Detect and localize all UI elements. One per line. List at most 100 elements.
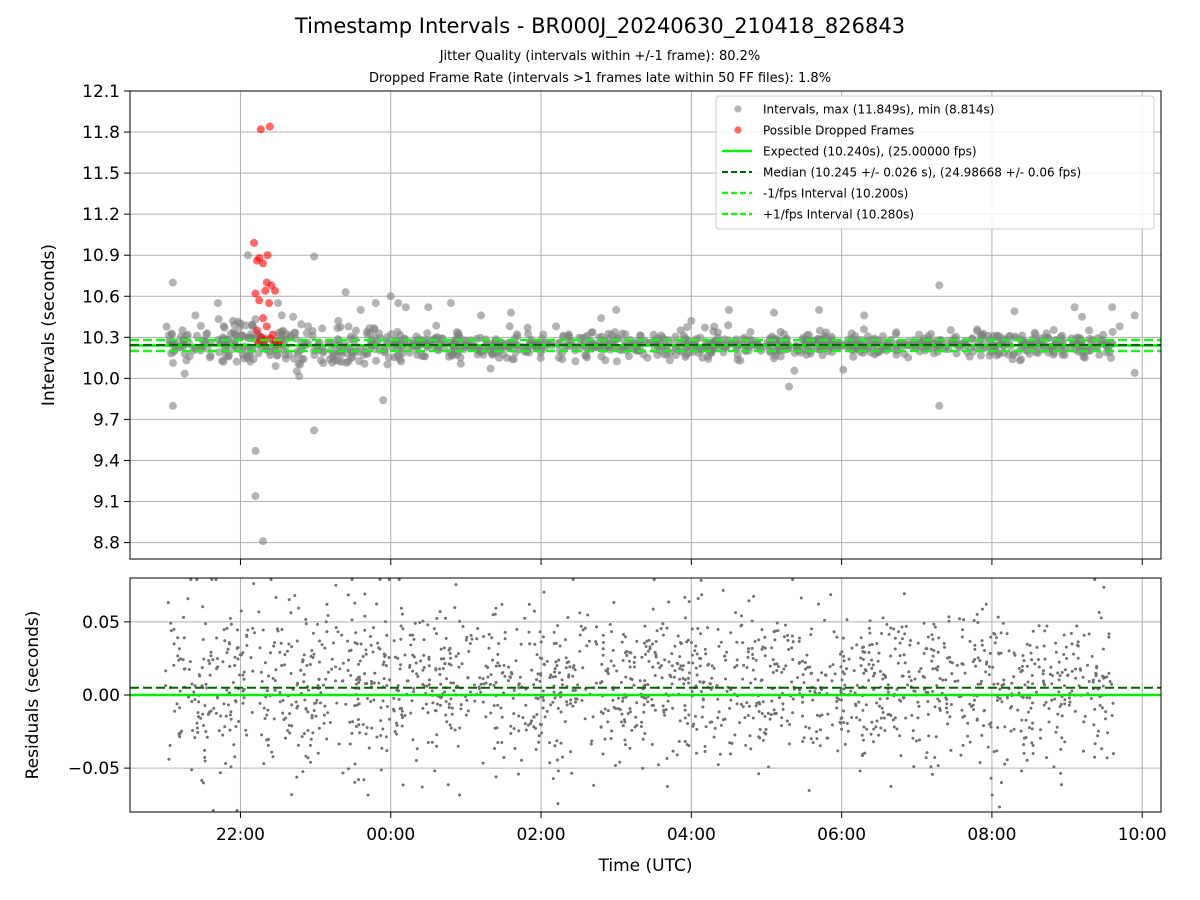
residual-point <box>424 702 428 706</box>
residual-point <box>311 655 315 659</box>
residual-point <box>539 640 543 644</box>
dropped-frame-point <box>263 251 272 260</box>
residual-point <box>196 715 200 719</box>
interval-point-outlier <box>277 311 286 320</box>
residual-point <box>1076 656 1080 660</box>
residual-point <box>205 735 209 739</box>
residual-point <box>900 637 904 641</box>
residual-point <box>719 723 723 727</box>
residual-point <box>314 714 318 718</box>
residual-point <box>643 679 647 683</box>
residual-point <box>880 632 884 636</box>
residual-point <box>539 673 543 677</box>
interval-point <box>713 328 722 337</box>
residual-point <box>820 671 824 675</box>
residual-point <box>377 681 381 685</box>
residual-point <box>689 641 693 645</box>
residual-point <box>574 697 578 701</box>
residual-point <box>623 635 627 639</box>
residual-point <box>259 670 263 674</box>
bottom-reference-lines <box>130 686 1161 697</box>
residual-point <box>583 717 587 721</box>
residual-point <box>1042 703 1046 707</box>
interval-point-outlier <box>724 305 733 314</box>
residual-point <box>1099 616 1103 620</box>
residual-point <box>919 667 923 671</box>
residual-point <box>363 614 367 618</box>
residual-point <box>365 725 369 729</box>
residual-point <box>252 582 256 586</box>
residual-point <box>1074 667 1078 671</box>
residual-point <box>400 713 404 717</box>
residual-point <box>620 720 624 724</box>
residual-point <box>700 715 704 719</box>
residual-point <box>1050 682 1054 686</box>
residual-point <box>432 627 436 631</box>
residual-point <box>551 700 555 704</box>
interval-point <box>976 351 985 360</box>
residual-point <box>290 724 294 728</box>
residual-point <box>579 624 583 628</box>
chart-subtitle-dropped: Dropped Frame Rate (intervals >1 frames … <box>368 71 832 86</box>
residual-point <box>381 727 385 731</box>
residual-point <box>241 701 245 705</box>
interval-point-outlier <box>379 396 388 405</box>
residual-point <box>178 689 182 693</box>
residual-point <box>528 642 532 646</box>
residual-point <box>620 640 624 644</box>
interval-point-outlier <box>213 299 222 308</box>
residual-point <box>829 593 833 597</box>
residual-point <box>835 700 839 704</box>
residual-point <box>698 664 702 668</box>
residual-point <box>944 696 948 700</box>
residual-point <box>838 720 842 724</box>
residual-point <box>214 577 218 581</box>
residual-point <box>775 669 779 673</box>
residual-point <box>933 705 937 709</box>
residual-point <box>177 658 181 662</box>
residual-point <box>803 661 807 665</box>
interval-point-outlier <box>785 382 794 391</box>
residual-point <box>989 725 993 729</box>
residual-point <box>982 724 986 728</box>
residual-point <box>578 611 582 615</box>
residual-point <box>719 640 723 644</box>
legend-marker-intervals <box>734 105 742 113</box>
residual-point <box>687 661 691 665</box>
residual-point <box>568 665 572 669</box>
residual-point <box>870 666 874 670</box>
interval-point-outlier <box>1010 307 1019 316</box>
residual-point <box>490 636 494 640</box>
interval-point-outlier <box>243 251 252 260</box>
residual-point <box>695 673 699 677</box>
residual-point <box>621 633 625 637</box>
residual-point <box>917 738 921 742</box>
residual-point <box>395 732 399 736</box>
residual-point <box>439 647 443 651</box>
residual-point <box>633 655 637 659</box>
residual-point <box>379 706 383 710</box>
residual-point <box>295 683 299 687</box>
residual-point <box>800 714 804 718</box>
residual-point <box>948 655 952 659</box>
residual-point <box>790 646 794 650</box>
residual-point <box>651 642 655 646</box>
residual-point <box>191 728 195 732</box>
residual-point <box>219 714 223 718</box>
interval-point-outlier <box>424 303 433 312</box>
interval-point <box>455 331 464 340</box>
residual-point <box>832 630 836 634</box>
residual-point <box>1030 741 1034 745</box>
residual-point <box>262 762 266 766</box>
residual-point <box>889 626 893 630</box>
residual-point <box>683 708 687 712</box>
residual-point <box>267 674 271 678</box>
residual-point <box>202 657 206 661</box>
residual-point <box>411 669 415 673</box>
residual-point <box>1053 697 1057 701</box>
interval-point <box>1042 329 1051 338</box>
residual-point <box>1074 676 1078 680</box>
residual-point <box>452 689 456 693</box>
residual-point <box>454 654 458 658</box>
